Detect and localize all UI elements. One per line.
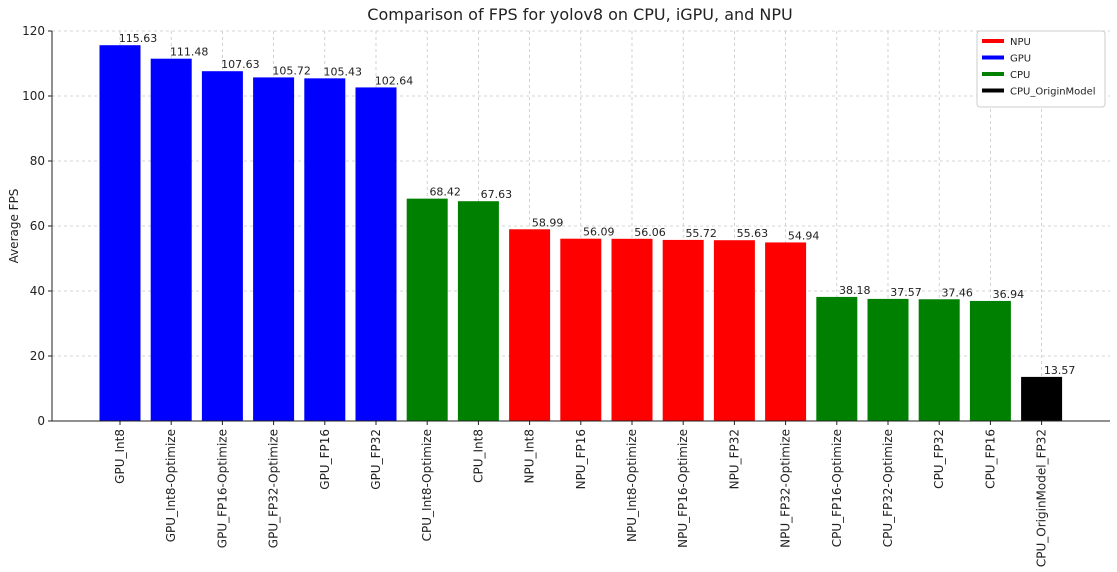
data-label: 115.63 xyxy=(119,32,158,45)
data-label: 38.18 xyxy=(839,284,871,297)
bar-cpu_int8-optimize xyxy=(406,198,448,421)
bar-cpu_int8 xyxy=(457,201,499,421)
bar-npu_fp16 xyxy=(560,238,602,421)
x-tick-label: CPU_FP16 xyxy=(983,429,997,489)
y-tick-label: 80 xyxy=(30,154,45,168)
data-label: 37.46 xyxy=(941,286,973,299)
data-label: 111.48 xyxy=(170,46,209,59)
data-label: 54.94 xyxy=(788,229,820,242)
bar-npu_fp32-optimize xyxy=(765,242,807,421)
x-tick-label: GPU_FP16-Optimize xyxy=(215,429,229,548)
bar-npu_fp16-optimize xyxy=(662,239,704,421)
x-tick-label: GPU_Int8-Optimize xyxy=(164,429,178,542)
data-label: 37.57 xyxy=(890,286,922,299)
bar-gpu_int8 xyxy=(99,45,141,421)
y-axis-label: Average FPS xyxy=(7,189,21,264)
x-tick-label: NPU_Int8 xyxy=(523,429,537,483)
legend-box xyxy=(976,30,1106,108)
x-tick-label: CPU_FP32 xyxy=(932,429,946,489)
data-label: 102.64 xyxy=(375,74,414,87)
bar-cpu_fp32-optimize xyxy=(867,298,909,421)
data-labels: 115.63 111.48 107.63 105.72 105.43 102.64 68.4… xyxy=(119,32,1076,377)
x-tick-label: NPU_Int8-Optimize xyxy=(625,429,639,542)
legend: NPU GPU CPU CPU_OriginModel xyxy=(976,30,1106,108)
bar-gpu_fp32-optimize xyxy=(253,77,295,421)
data-label: 107.63 xyxy=(221,58,260,71)
legend-label: GPU xyxy=(1010,54,1031,65)
chart-title: Comparison of FPS for yolov8 on CPU, iGP… xyxy=(367,5,792,24)
bars xyxy=(99,45,1063,422)
bar-gpu_fp16-optimize xyxy=(201,71,243,421)
data-label: 56.09 xyxy=(583,226,615,239)
y-tick-label: 120 xyxy=(22,24,45,38)
y-tick-label: 60 xyxy=(30,219,45,233)
bar-npu_int8 xyxy=(509,229,551,421)
x-tick-label: GPU_Int8 xyxy=(113,429,127,484)
x-tick-label: CPU_FP16-Optimize xyxy=(830,429,844,547)
data-label: 55.63 xyxy=(737,227,769,240)
x-tick-label: NPU_FP16-Optimize xyxy=(676,429,690,548)
bar-npu_int8-optimize xyxy=(611,238,653,421)
x-tick-label: CPU_OriginModel_FP32 xyxy=(1035,429,1049,567)
data-label: 105.43 xyxy=(324,65,363,78)
data-label: 56.06 xyxy=(634,226,666,239)
x-tick-label: GPU_FP32-Optimize xyxy=(267,429,281,548)
data-label: 55.72 xyxy=(685,227,717,240)
x-tick-label: CPU_Int8 xyxy=(471,429,485,483)
data-label: 68.42 xyxy=(429,186,461,199)
x-tick-label: NPU_FP32-Optimize xyxy=(779,429,793,548)
x-tick-label: GPU_FP32 xyxy=(369,429,383,490)
axes xyxy=(48,30,1110,425)
bar-cpu_fp16 xyxy=(969,300,1011,421)
bar-gpu_fp32 xyxy=(355,87,397,422)
legend-label: CPU_OriginModel xyxy=(1010,87,1096,98)
data-label: 58.99 xyxy=(532,216,564,229)
legend-label: CPU xyxy=(1010,70,1030,81)
data-label: 105.72 xyxy=(272,64,311,77)
bar-cpu_fp16-optimize xyxy=(816,296,858,421)
y-tick-label: 0 xyxy=(37,414,45,428)
bar-gpu_fp16 xyxy=(304,78,346,421)
data-label: 67.63 xyxy=(481,188,513,201)
data-label: 36.94 xyxy=(993,288,1025,301)
bar-cpu_fp32 xyxy=(918,299,960,421)
y-tick-label: 20 xyxy=(30,349,45,363)
x-tick-label: CPU_Int8-Optimize xyxy=(420,429,434,541)
x-tick-label: NPU_FP16 xyxy=(574,429,588,489)
x-tick-label: GPU_FP16 xyxy=(318,429,332,490)
bar-npu_fp32 xyxy=(713,240,755,421)
data-label: 13.57 xyxy=(1044,364,1076,377)
bar-cpu_originmodel_fp32 xyxy=(1021,376,1063,421)
legend-label: NPU xyxy=(1010,37,1031,48)
x-tick-labels: GPU_Int8 GPU_Int8-Optimize GPU_FP16-Optimi… xyxy=(113,429,1049,567)
x-tick-label: NPU_FP32 xyxy=(727,429,741,489)
bar-gpu_int8-optimize xyxy=(150,58,192,421)
y-tick-label: 100 xyxy=(22,89,45,103)
x-tick-label: CPU_FP32-Optimize xyxy=(881,429,895,547)
y-tick-label: 40 xyxy=(30,284,45,298)
y-tick-labels: 0 20 40 60 80 100 120 xyxy=(22,24,45,428)
